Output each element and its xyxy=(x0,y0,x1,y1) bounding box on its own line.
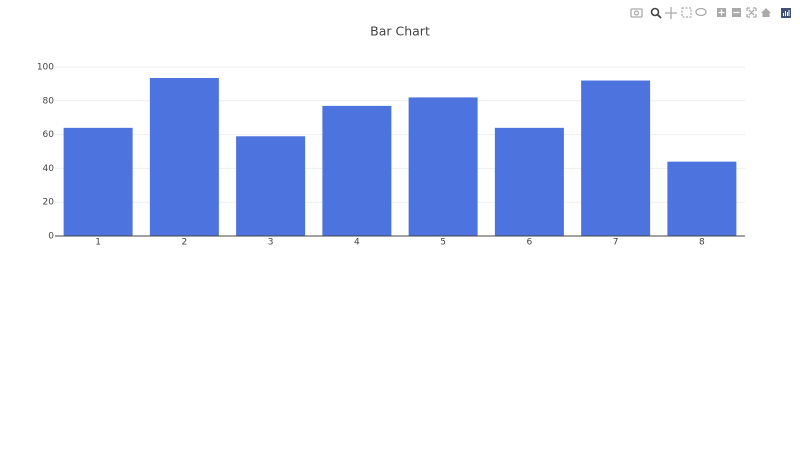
x-tick-label: 4 xyxy=(354,238,360,248)
camera-icon xyxy=(630,8,643,18)
x-tick-label: 3 xyxy=(268,238,274,248)
box-select-icon xyxy=(681,7,692,18)
zoom-in-plus xyxy=(718,9,725,16)
plotly-logo[interactable] xyxy=(781,8,791,18)
zoom-in-button[interactable] xyxy=(717,8,726,17)
x-tick-label: 5 xyxy=(440,238,446,248)
bar xyxy=(581,80,651,237)
zoom-button[interactable] xyxy=(650,7,662,19)
x-tick-label: 6 xyxy=(527,238,533,248)
y-tick-label: 100 xyxy=(37,63,54,73)
bar xyxy=(494,127,564,236)
camera-button[interactable] xyxy=(630,8,643,18)
x-tick-label: 1 xyxy=(95,238,101,248)
modebar xyxy=(630,7,791,19)
zoom-out-button[interactable] xyxy=(732,8,741,17)
zoom-handle xyxy=(656,13,662,19)
pan-icon xyxy=(665,7,677,19)
x-tick-label: 7 xyxy=(613,238,619,248)
y-tick-label: 80 xyxy=(43,96,55,106)
autoscale-icon xyxy=(746,7,757,18)
bar xyxy=(408,97,478,236)
lasso-icon xyxy=(695,7,707,17)
chart-title: Bar Chart xyxy=(370,24,430,39)
reset-button[interactable] xyxy=(761,8,771,17)
home-icon xyxy=(761,8,771,17)
bar xyxy=(236,136,306,236)
x-tick-label: 2 xyxy=(182,238,188,248)
bar xyxy=(63,127,133,236)
y-tick-label: 60 xyxy=(43,130,55,140)
lasso-button[interactable] xyxy=(695,7,707,17)
bar xyxy=(322,105,392,237)
camera-lens xyxy=(633,10,640,16)
y-tick-label: 20 xyxy=(43,198,55,208)
y-tick-label: 40 xyxy=(43,164,55,174)
box-select-button[interactable] xyxy=(681,7,692,18)
logo-bars xyxy=(783,10,790,16)
x-tick-label: 8 xyxy=(699,238,705,248)
bar xyxy=(667,161,737,236)
zoom-icon xyxy=(650,7,660,17)
autoscale-button[interactable] xyxy=(746,7,757,18)
bar xyxy=(149,77,219,236)
pan-button[interactable] xyxy=(665,7,677,19)
y-tick-label: 0 xyxy=(48,232,54,242)
